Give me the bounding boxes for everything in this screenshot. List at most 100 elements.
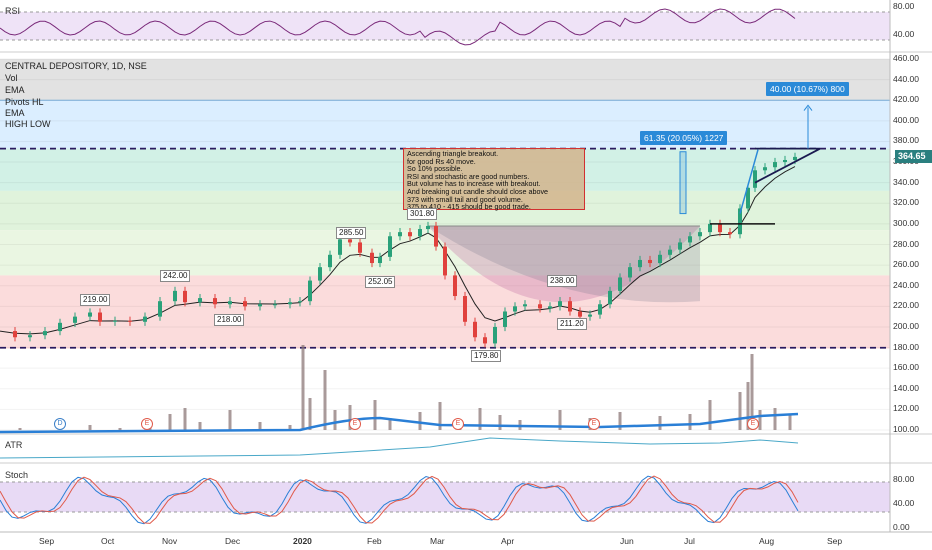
price-tick: 380.00 xyxy=(893,135,919,146)
candle-body xyxy=(113,320,117,322)
pivot-label: 218.00 xyxy=(214,314,245,326)
earnings-marker[interactable]: E xyxy=(747,418,759,430)
price-zone xyxy=(0,100,890,149)
x-tick: Dec xyxy=(225,536,241,546)
dividend-marker[interactable]: D xyxy=(54,418,66,430)
stoch-tick-0: 0.00 xyxy=(893,522,910,532)
volume-bar xyxy=(348,405,352,430)
note-line: And breaking out candle should close abo… xyxy=(407,186,549,196)
price-tick: 100.00 xyxy=(893,424,919,434)
candle-body xyxy=(463,296,467,322)
volume-bar xyxy=(333,410,337,430)
volume-bar xyxy=(788,414,792,430)
price-tick: 180.00 xyxy=(893,341,919,352)
volume-bar xyxy=(618,412,622,430)
x-tick: Oct xyxy=(101,536,115,546)
x-tick: Jun xyxy=(620,536,634,546)
candle-body xyxy=(308,280,312,302)
candle-body xyxy=(243,301,247,307)
measure-label-1[interactable]: 61.35 (20.05%) 1227 xyxy=(640,131,728,145)
volume-bar xyxy=(288,425,292,430)
candle-body xyxy=(370,252,374,264)
volume-bar xyxy=(746,382,750,430)
candle-body xyxy=(628,267,632,278)
x-tick: Mar xyxy=(430,536,445,546)
last-price-tag: 364.65 xyxy=(895,150,932,163)
candle-body xyxy=(598,304,602,315)
candle-body xyxy=(158,301,162,317)
pivot-label: 252.05 xyxy=(365,276,396,288)
candle-body xyxy=(513,306,517,312)
price-tick: 440.00 xyxy=(893,73,919,84)
candle-body xyxy=(773,162,777,168)
candle-body xyxy=(408,232,412,237)
volume-bar xyxy=(258,422,262,430)
candle-body xyxy=(398,232,402,237)
analysis-note[interactable]: Ascending triangle breakout. for good Rs… xyxy=(403,148,585,210)
candle-body xyxy=(173,290,177,302)
zone-top xyxy=(0,59,890,101)
cup-pattern xyxy=(428,225,700,303)
candle-body xyxy=(198,298,202,303)
volume-bar xyxy=(388,418,392,430)
price-tick: 160.00 xyxy=(893,362,919,373)
candle-body xyxy=(453,275,457,297)
x-tick: Apr xyxy=(501,536,515,546)
legend-pivots[interactable]: Pivots HL xyxy=(5,97,44,107)
candle-body xyxy=(298,301,302,303)
earnings-marker[interactable]: E xyxy=(588,418,600,430)
x-tick: 2020 xyxy=(293,536,312,546)
candle-body xyxy=(98,312,102,322)
candle-body xyxy=(718,223,722,233)
measure-box-1 xyxy=(679,151,687,215)
earnings-marker[interactable]: E xyxy=(452,418,464,430)
x-tick: Sep xyxy=(827,536,843,546)
volume-bar xyxy=(301,345,305,430)
candle-body xyxy=(328,254,332,268)
legend-vol[interactable]: Vol xyxy=(5,73,18,83)
measure-arrowhead xyxy=(803,104,813,111)
earnings-marker[interactable]: E xyxy=(349,418,361,430)
x-tick: Feb xyxy=(367,536,382,546)
candle-body xyxy=(483,337,487,344)
volume-bar xyxy=(168,414,172,430)
candle-body xyxy=(523,304,527,307)
candle-body xyxy=(548,306,552,309)
candle-body xyxy=(228,301,232,305)
price-tick: 200.00 xyxy=(893,320,919,331)
legend-ema-2[interactable]: EMA xyxy=(5,108,25,118)
price-zone xyxy=(0,275,890,349)
pivot-label: 211.20 xyxy=(557,318,587,330)
candle-body xyxy=(503,311,507,327)
volume-bar xyxy=(688,414,692,430)
trend-up-line xyxy=(739,149,759,214)
earnings-marker[interactable]: E xyxy=(141,418,153,430)
candle-body xyxy=(753,170,757,188)
volume-bar xyxy=(183,408,187,430)
candle-body xyxy=(793,156,797,160)
legend-ema-1[interactable]: EMA xyxy=(5,85,25,95)
pivot-label: 238.00 xyxy=(547,275,578,287)
candle-body xyxy=(678,242,682,250)
candle-body xyxy=(358,242,362,253)
symbol-title: CENTRAL DEPOSITORY, 1D, NSE xyxy=(5,61,147,71)
candle-body xyxy=(688,236,692,243)
x-tick: Aug xyxy=(759,536,775,546)
volume-ma-line xyxy=(0,412,799,434)
candle-body xyxy=(558,301,562,307)
candle-body xyxy=(708,223,712,233)
note-line: RSI and stochastic are good numbers. xyxy=(407,171,530,181)
legend-high-low[interactable]: HIGH LOW xyxy=(5,119,51,129)
volume-bar xyxy=(738,392,742,430)
measure-label-2[interactable]: 40.00 (10.67%) 800 xyxy=(766,82,849,96)
price-tick: 300.00 xyxy=(893,217,919,228)
price-tick: 420.00 xyxy=(893,94,919,105)
volume-bar xyxy=(323,370,327,430)
note-line: for good Rs 40 move. xyxy=(407,156,476,166)
volume-bar xyxy=(758,410,762,430)
note-line: Ascending triangle breakout. xyxy=(407,149,499,158)
rsi-band xyxy=(0,12,890,40)
volume-bar xyxy=(658,416,662,430)
candle-body xyxy=(588,314,592,317)
